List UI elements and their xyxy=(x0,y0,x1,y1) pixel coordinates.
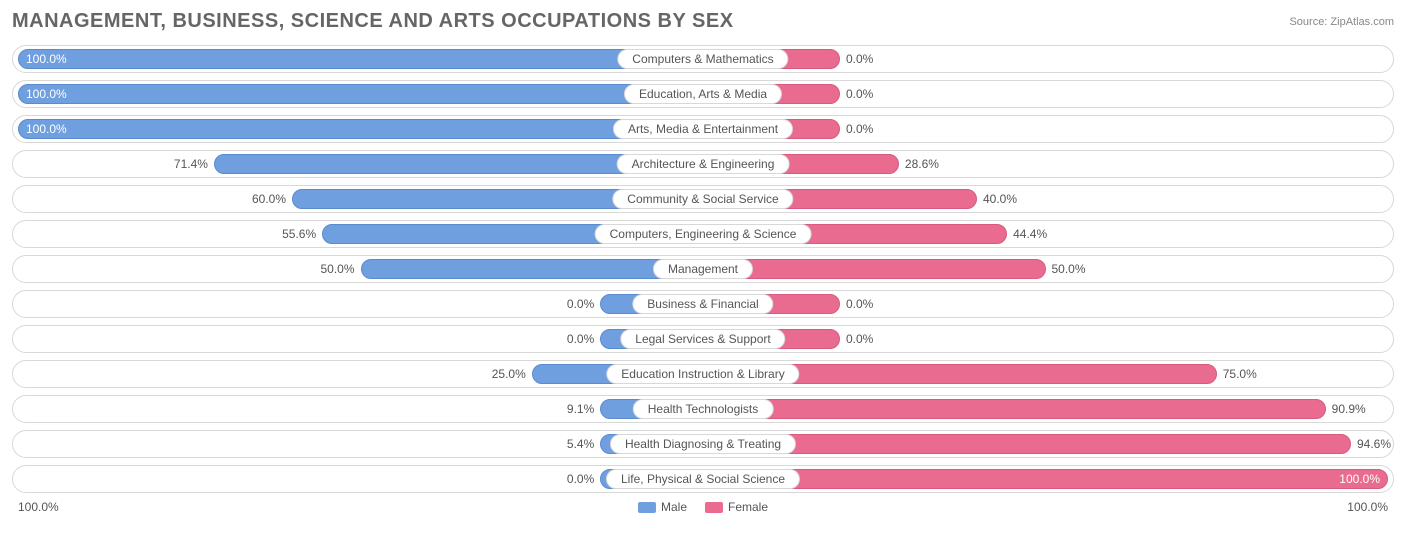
male-value-label: 100.0% xyxy=(26,52,67,66)
category-label: Education, Arts & Media xyxy=(624,84,782,104)
chart-row: 9.1% 90.9% Health Technologists xyxy=(12,395,1394,423)
axis-label-left: 100.0% xyxy=(18,500,59,514)
female-value-label: 100.0% xyxy=(1339,472,1380,486)
male-bar xyxy=(18,49,703,69)
category-label: Community & Social Service xyxy=(612,189,793,209)
male-value-label: 50.0% xyxy=(320,262,354,276)
chart-row: 25.0% 75.0% Education Instruction & Librar… xyxy=(12,360,1394,388)
chart-row: 60.0% 40.0% Community & Social Service xyxy=(12,185,1394,213)
female-bar xyxy=(703,434,1351,454)
male-bar xyxy=(18,119,703,139)
category-label: Business & Financial xyxy=(632,294,773,314)
female-value-label: 90.9% xyxy=(1332,402,1366,416)
male-value-label: 100.0% xyxy=(26,122,67,136)
male-value-label: 25.0% xyxy=(492,367,526,381)
chart-row: 100.0% 0.0% Education, Arts & Media xyxy=(12,80,1394,108)
female-value-label: 0.0% xyxy=(846,332,873,346)
female-bar xyxy=(703,259,1046,279)
female-value-label: 0.0% xyxy=(846,122,873,136)
category-label: Arts, Media & Entertainment xyxy=(613,119,793,139)
category-label: Architecture & Engineering xyxy=(617,154,790,174)
female-value-label: 28.6% xyxy=(905,157,939,171)
male-value-label: 0.0% xyxy=(567,472,594,486)
legend-label-male: Male xyxy=(661,500,687,514)
male-value-label: 9.1% xyxy=(567,402,594,416)
legend-swatch-male xyxy=(638,502,656,513)
axis-label-right: 100.0% xyxy=(1347,500,1388,514)
category-label: Computers & Mathematics xyxy=(617,49,788,69)
chart-area: 100.0%0.0%Computers & Mathematics100.0%0… xyxy=(12,45,1394,493)
category-label: Education Instruction & Library xyxy=(606,364,799,384)
female-value-label: 50.0% xyxy=(1052,262,1086,276)
male-value-label: 60.0% xyxy=(252,192,286,206)
male-bar xyxy=(18,84,703,104)
chart-row: 0.0% 0.0% Business & Financial xyxy=(12,290,1394,318)
male-value-label: 0.0% xyxy=(567,297,594,311)
female-value-label: 0.0% xyxy=(846,297,873,311)
chart-row: 5.4% 94.6% Health Diagnosing & Treating xyxy=(12,430,1394,458)
chart-title: MANAGEMENT, BUSINESS, SCIENCE AND ARTS O… xyxy=(12,10,734,33)
category-label: Legal Services & Support xyxy=(620,329,785,349)
category-label: Health Technologists xyxy=(633,399,774,419)
chart-row: 0.0% 0.0% Legal Services & Support xyxy=(12,325,1394,353)
male-value-label: 55.6% xyxy=(282,227,316,241)
category-label: Life, Physical & Social Science xyxy=(606,469,800,489)
female-bar xyxy=(703,469,1388,489)
chart-row: 55.6% 44.4% Computers, Engineering & Scien… xyxy=(12,220,1394,248)
category-label: Health Diagnosing & Treating xyxy=(610,434,796,454)
male-value-label: 100.0% xyxy=(26,87,67,101)
legend-swatch-female xyxy=(705,502,723,513)
female-value-label: 75.0% xyxy=(1223,367,1257,381)
female-value-label: 40.0% xyxy=(983,192,1017,206)
male-bar xyxy=(361,259,704,279)
category-label: Management xyxy=(653,259,753,279)
female-bar xyxy=(703,399,1326,419)
legend-item-male: Male xyxy=(638,500,687,514)
chart-header: MANAGEMENT, BUSINESS, SCIENCE AND ARTS O… xyxy=(12,10,1394,33)
female-value-label: 44.4% xyxy=(1013,227,1047,241)
legend: Male Female xyxy=(638,500,768,514)
chart-footer: 100.0% Male Female 100.0% xyxy=(12,500,1394,530)
male-value-label: 71.4% xyxy=(174,157,208,171)
chart-row: 0.0% 100.0% Life, Physical & Social Scienc… xyxy=(12,465,1394,493)
male-value-label: 0.0% xyxy=(567,332,594,346)
chart-source: Source: ZipAtlas.com xyxy=(1289,10,1394,28)
female-value-label: 94.6% xyxy=(1357,437,1391,451)
legend-item-female: Female xyxy=(705,500,768,514)
chart-row: 50.0% 50.0% Management xyxy=(12,255,1394,283)
category-label: Computers, Engineering & Science xyxy=(595,224,812,244)
chart-row: 71.4% 28.6% Architecture & Engineering xyxy=(12,150,1394,178)
male-value-label: 5.4% xyxy=(567,437,594,451)
female-value-label: 0.0% xyxy=(846,87,873,101)
chart-row: 100.0% 0.0% Computers & Mathematics xyxy=(12,45,1394,73)
female-value-label: 0.0% xyxy=(846,52,873,66)
chart-row: 100.0% 0.0% Arts, Media & Entertainment xyxy=(12,115,1394,143)
legend-label-female: Female xyxy=(728,500,768,514)
